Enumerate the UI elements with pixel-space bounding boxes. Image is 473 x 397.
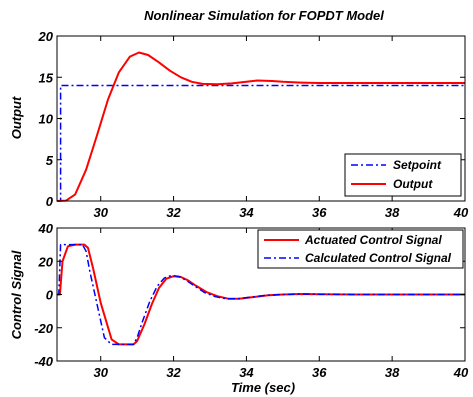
control-signal-chart: 30 32 34 36 38 40 -40 -20 0 20 40 Control Signal T… (9, 221, 469, 395)
output-y-tick-label: 0 (46, 194, 54, 209)
output-chart: Nonlinear Simulation for FOPDT Model 30 3… (9, 8, 469, 220)
output-x-tick-label: 40 (453, 205, 469, 220)
control-y-axis-label: Control Signal (9, 250, 24, 339)
control-x-axis-label: Time (sec) (231, 380, 295, 395)
legend-setpoint-label: Setpoint (393, 158, 442, 172)
control-y-tick-label: 20 (38, 254, 54, 269)
output-x-tick-label: 30 (93, 205, 108, 220)
control-y-tick-label: -40 (34, 354, 54, 369)
control-y-tick-label: -20 (34, 321, 54, 336)
control-ticks: 30 32 34 36 38 40 -40 -20 0 20 40 (34, 221, 469, 380)
output-legend: Setpoint Output (344, 153, 462, 197)
output-x-tick-label: 38 (385, 205, 400, 220)
legend-output-label: Output (393, 177, 433, 191)
output-legend-box (344, 153, 462, 197)
output-ticks: 30 32 34 36 38 40 0 5 10 15 20 (38, 29, 469, 220)
control-x-tick-label: 30 (93, 365, 108, 380)
output-y-tick-label: 20 (38, 29, 54, 44)
output-x-tick-label: 34 (239, 205, 254, 220)
output-chart-title: Nonlinear Simulation for FOPDT Model (144, 8, 384, 23)
control-x-tick-label: 34 (239, 365, 254, 380)
control-x-tick-label: 40 (453, 365, 469, 380)
legend-actuated-label: Actuated Control Signal (304, 233, 442, 247)
control-legend: Actuated Control Signal Calculated Contr… (257, 229, 464, 269)
control-y-tick-label: 40 (38, 221, 54, 236)
control-legend-box (257, 229, 464, 269)
output-x-tick-label: 32 (166, 205, 181, 220)
legend-calculated-label: Calculated Control Signal (305, 251, 452, 265)
control-x-tick-label: 32 (166, 365, 181, 380)
output-x-tick-label: 36 (312, 205, 327, 220)
output-y-axis-label: Output (9, 96, 24, 139)
output-y-tick-label: 15 (39, 70, 54, 85)
control-plot-lines (57, 243, 465, 346)
output-y-tick-label: 5 (46, 153, 54, 168)
control-x-tick-label: 36 (312, 365, 327, 380)
output-y-tick-label: 10 (39, 112, 54, 127)
control-y-tick-label: 0 (46, 288, 54, 303)
control-x-tick-label: 38 (385, 365, 400, 380)
control-series-calculated-control-signal-line (57, 243, 465, 346)
output-series-output-line (56, 51, 465, 202)
